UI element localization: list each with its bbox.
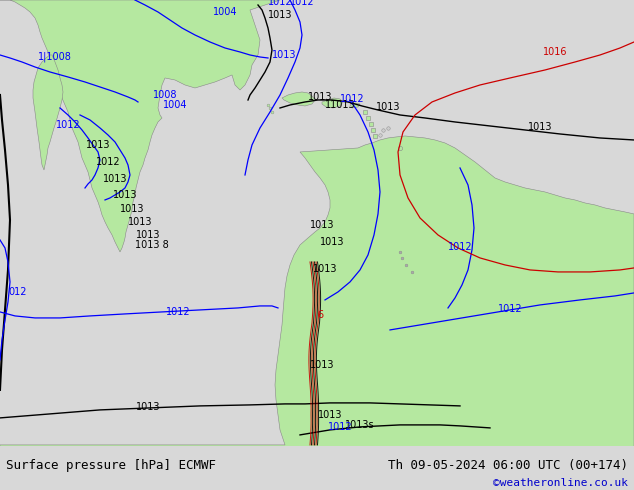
Polygon shape <box>322 98 343 108</box>
Text: 1012: 1012 <box>290 0 314 7</box>
Text: 1013: 1013 <box>307 92 332 102</box>
Text: 1013: 1013 <box>136 402 160 412</box>
Text: 1012: 1012 <box>328 422 353 432</box>
Text: 1013: 1013 <box>313 264 337 274</box>
Text: 6: 6 <box>317 310 323 320</box>
Text: 1013: 1013 <box>103 174 127 184</box>
Text: 012: 012 <box>8 287 27 297</box>
Text: 1013 8: 1013 8 <box>135 240 169 250</box>
Text: 1013: 1013 <box>310 360 334 370</box>
Polygon shape <box>33 55 63 170</box>
Polygon shape <box>0 0 280 252</box>
Text: Th 09-05-2024 06:00 UTC (00+174): Th 09-05-2024 06:00 UTC (00+174) <box>387 459 628 472</box>
Text: 1004: 1004 <box>163 100 187 110</box>
Text: 1013: 1013 <box>310 220 334 230</box>
Text: 1013: 1013 <box>268 10 292 20</box>
Text: 1013: 1013 <box>320 237 344 247</box>
Text: 1012: 1012 <box>498 304 522 314</box>
Text: ©weatheronline.co.uk: ©weatheronline.co.uk <box>493 478 628 488</box>
Text: 1013: 1013 <box>376 102 400 112</box>
Text: 1012: 1012 <box>96 157 120 167</box>
Text: 1013: 1013 <box>136 230 160 240</box>
Text: 1008: 1008 <box>153 90 178 100</box>
Text: 1012: 1012 <box>448 242 472 252</box>
Text: 1004: 1004 <box>213 7 237 17</box>
Text: 1013: 1013 <box>318 410 342 420</box>
Polygon shape <box>0 136 634 490</box>
Text: 1013: 1013 <box>127 217 152 227</box>
Text: 1012: 1012 <box>268 0 293 7</box>
Text: 1016: 1016 <box>543 47 567 57</box>
Text: 1012: 1012 <box>56 120 81 130</box>
Text: 1013: 1013 <box>113 190 137 200</box>
Text: 1013s: 1013s <box>345 420 375 430</box>
Text: 1|1008: 1|1008 <box>38 52 72 63</box>
Text: 1012: 1012 <box>165 307 190 317</box>
Text: 11013: 11013 <box>325 100 355 110</box>
Text: 1012: 1012 <box>340 94 365 104</box>
Text: 1013: 1013 <box>120 204 145 214</box>
Text: 1013: 1013 <box>527 122 552 132</box>
Text: 1013: 1013 <box>272 50 297 60</box>
Text: Surface pressure [hPa] ECMWF: Surface pressure [hPa] ECMWF <box>6 459 216 472</box>
Polygon shape <box>282 92 315 106</box>
Polygon shape <box>350 103 360 108</box>
Text: 1013: 1013 <box>86 140 110 150</box>
